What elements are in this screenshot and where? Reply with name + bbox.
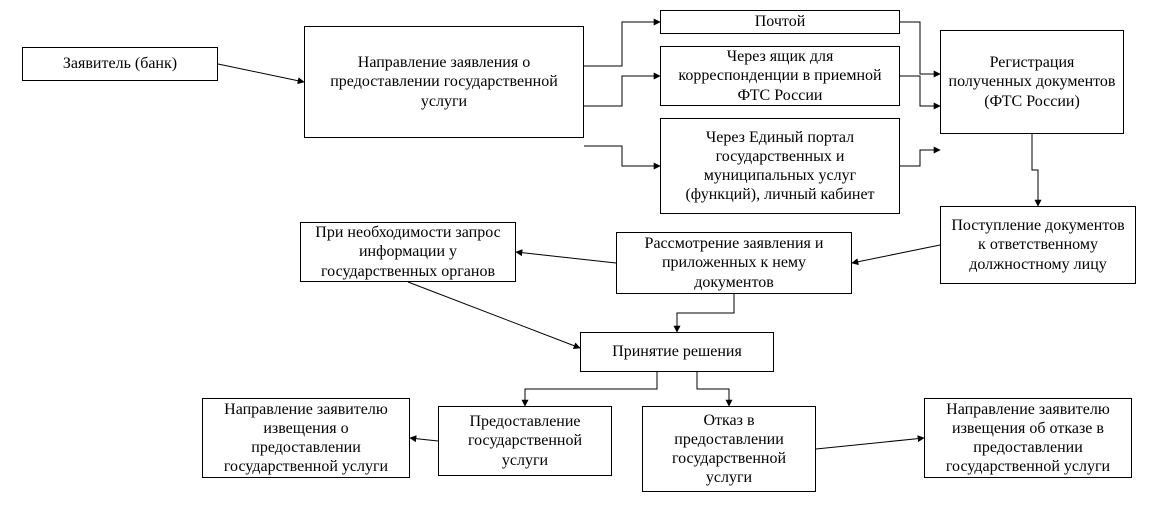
edge-path: [900, 150, 940, 166]
node-label: Направление заявителю извещения о предос…: [209, 400, 403, 477]
edge-path: [1032, 134, 1038, 206]
node-mail: Почтой: [660, 10, 900, 34]
node-label: Поступление документов к ответственному …: [947, 216, 1129, 274]
edge-path: [525, 372, 657, 406]
edge-path: [677, 294, 734, 332]
node-label: Отказ в предоставлении государственной у…: [649, 411, 809, 488]
edge-path: [816, 438, 924, 449]
edge-path: [584, 76, 660, 106]
node-portal: Через Единый портал государственных и му…: [660, 118, 900, 214]
node-label: Направление заявителю извещения об отказ…: [931, 400, 1125, 477]
edge-path: [900, 76, 940, 106]
node-label: Через Единый портал государственных и му…: [667, 128, 893, 205]
node-label: Принятие решения: [612, 342, 742, 361]
node-label: Направление заявления о предоставлении г…: [311, 53, 577, 111]
edge-path: [584, 146, 660, 166]
edge-path: [900, 22, 940, 74]
node-label: Регистрация полученных документов (ФТС Р…: [947, 53, 1117, 111]
node-label: Заявитель (банк): [63, 54, 177, 73]
node-applicant: Заявитель (банк): [22, 47, 218, 81]
node-register: Регистрация полученных документов (ФТС Р…: [940, 30, 1124, 134]
edge-path: [410, 438, 438, 441]
flowchart-canvas: Заявитель (банк) Направление заявления о …: [0, 0, 1164, 514]
node-review: Рассмотрение заявления и приложенных к н…: [616, 232, 852, 294]
node-dropbox: Через ящик для корреспонденции в приемно…: [660, 46, 900, 106]
node-label: Через ящик для корреспонденции в приемно…: [667, 47, 893, 105]
node-decision: Принятие решения: [580, 332, 774, 372]
node-notice_no: Направление заявителю извещения об отказ…: [924, 398, 1132, 478]
node-label: Предоставление государственной услуги: [445, 412, 605, 470]
node-grant: Предоставление государственной услуги: [438, 406, 612, 476]
node-inforeq: При необходимости запрос информации у го…: [300, 222, 516, 282]
node-forward: Поступление документов к ответственному …: [940, 206, 1136, 284]
node-refuse: Отказ в предоставлении государственной у…: [642, 406, 816, 492]
node-label: Рассмотрение заявления и приложенных к н…: [623, 234, 845, 292]
node-label: При необходимости запрос информации у го…: [307, 223, 509, 281]
node-notice_yes: Направление заявителю извещения о предос…: [202, 398, 410, 478]
edge-path: [852, 245, 940, 263]
edge-path: [697, 372, 729, 406]
edge-path: [218, 64, 304, 82]
node-direction: Направление заявления о предоставлении г…: [304, 26, 584, 138]
edge-path: [516, 252, 616, 263]
edge-path: [584, 22, 660, 66]
edge-path: [408, 282, 580, 348]
node-label: Почтой: [755, 12, 806, 31]
